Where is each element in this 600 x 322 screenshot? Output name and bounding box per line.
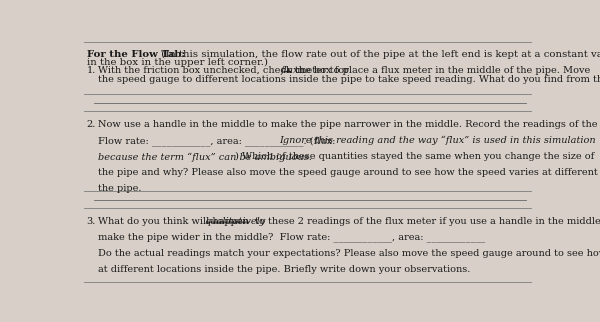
Text: (In this simulation, the flow rate out of the pipe at the left end is kept at a : (In this simulation, the flow rate out o… <box>158 50 600 59</box>
Text: the pipe.: the pipe. <box>98 185 142 194</box>
Text: 1.: 1. <box>86 66 96 75</box>
Text: the pipe and why? Please also move the speed gauge around to see how the speed v: the pipe and why? Please also move the s… <box>98 168 600 177</box>
Text: 2.: 2. <box>86 120 96 129</box>
Text: What do you think will happen: What do you think will happen <box>98 217 252 226</box>
Text: qualitatively: qualitatively <box>204 217 266 226</box>
Text: Ignore this reading and the way “flux” is used in this simulation: Ignore this reading and the way “flux” i… <box>280 136 596 146</box>
Text: make the pipe wider in the middle?  Flow rate: ____________, area: ____________: make the pipe wider in the middle? Flow … <box>98 233 485 242</box>
Text: Flow rate: ____________, area: ____________. (flux:: Flow rate: ____________, area: _________… <box>98 136 339 146</box>
Text: in the box in the upper left corner.): in the box in the upper left corner.) <box>86 58 268 67</box>
Text: Now use a handle in the middle to make the pipe narrower in the middle. Record t: Now use a handle in the middle to make t… <box>98 120 600 129</box>
Text: 3.: 3. <box>86 217 96 226</box>
Text: For the Flow Tab:: For the Flow Tab: <box>86 50 185 59</box>
Text: Do the actual readings match your expectations? Please also move the speed gauge: Do the actual readings match your expect… <box>98 249 600 258</box>
Text: at different locations inside the pipe. Briefly write down your observations.: at different locations inside the pipe. … <box>98 265 470 274</box>
Text: ) Which of these quantities stayed the same when you change the size of: ) Which of these quantities stayed the s… <box>235 152 595 161</box>
Text: flux: flux <box>281 66 299 75</box>
Text: meter to place a flux meter in the middle of the pipe. Move: meter to place a flux meter in the middl… <box>295 66 591 75</box>
Text: because the term “flux” can be ambiguous.: because the term “flux” can be ambiguous… <box>98 152 312 162</box>
Text: the speed gauge to different locations inside the pipe to take speed reading. Wh: the speed gauge to different locations i… <box>98 75 600 84</box>
Text: to these 2 readings of the flux meter if you use a handle in the middle to: to these 2 readings of the flux meter if… <box>252 217 600 226</box>
Text: With the friction box unchecked, check the box for: With the friction box unchecked, check t… <box>98 66 352 75</box>
